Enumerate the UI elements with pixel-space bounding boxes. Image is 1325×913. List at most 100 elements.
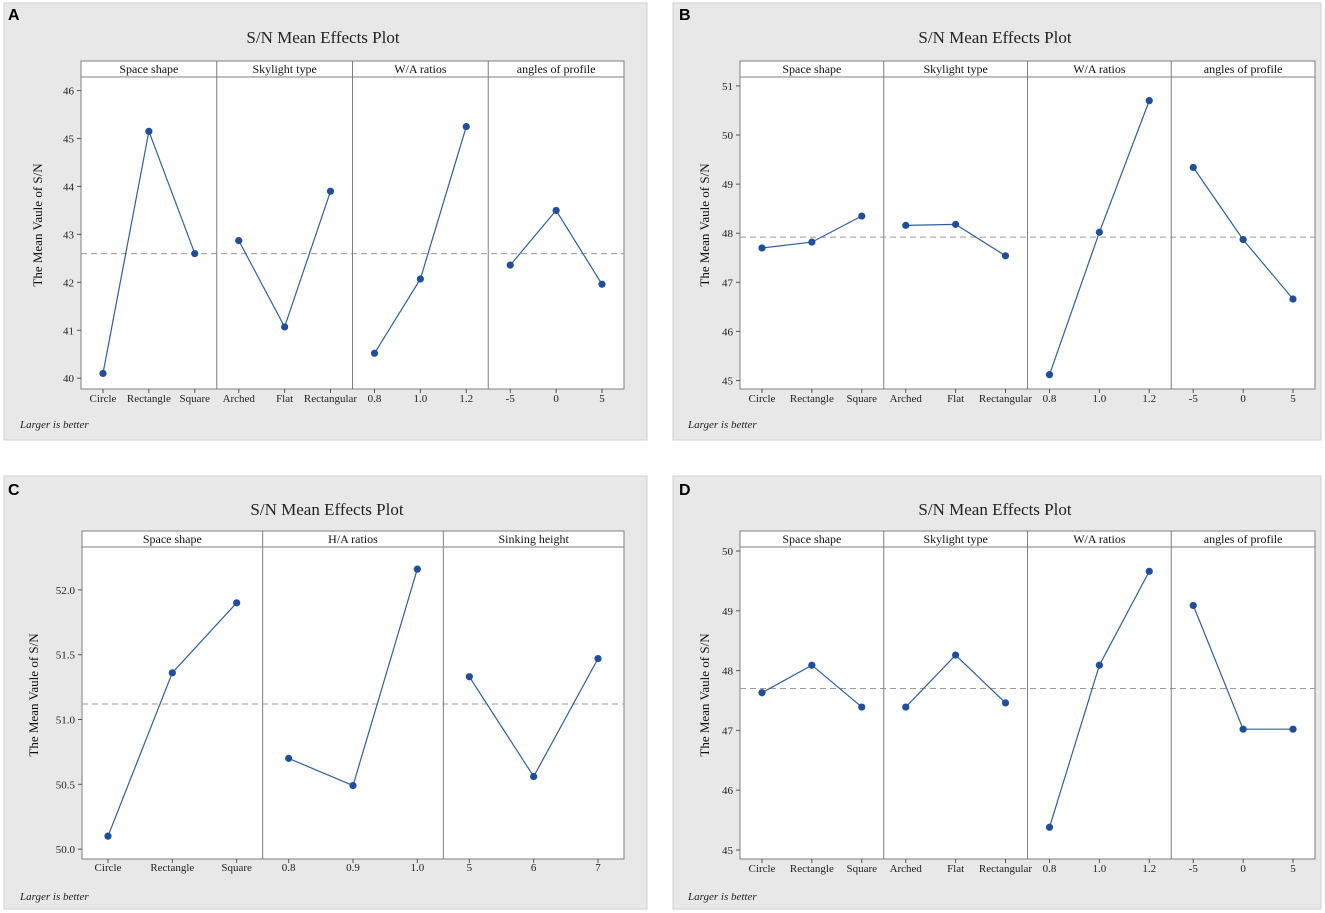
x-tick-label: Square xyxy=(846,393,877,405)
data-point xyxy=(1095,661,1103,669)
panel-label: B xyxy=(679,7,691,24)
data-point xyxy=(1045,823,1054,831)
y-axis-label: The Mean Vaule of S/N xyxy=(26,633,41,757)
facet-title: Space shape xyxy=(143,532,202,546)
y-tick-label: 48 xyxy=(722,666,734,678)
footnote: Larger is better xyxy=(19,419,89,431)
data-point xyxy=(349,782,357,790)
x-tick-label: Circle xyxy=(749,863,776,875)
x-tick-label: 5 xyxy=(599,393,605,405)
x-tick-label: -5 xyxy=(506,393,516,405)
facet-title: Space shape xyxy=(782,532,841,546)
facet-title: H/A ratios xyxy=(328,532,378,546)
facet-title: W/A ratios xyxy=(1073,62,1126,76)
x-tick-label: 6 xyxy=(531,862,537,874)
chart-title: S/N Mean Effects Plot xyxy=(918,500,1071,519)
y-tick-label: 42 xyxy=(63,277,74,289)
y-axis-label: The Mean Vaule of S/N xyxy=(30,163,45,287)
data-point xyxy=(594,654,602,663)
facet-title: Space shape xyxy=(782,62,841,76)
x-tick-label: -5 xyxy=(1189,863,1199,875)
data-point xyxy=(530,772,538,781)
data-point xyxy=(902,221,910,229)
facet-title: Skylight type xyxy=(252,62,316,76)
x-tick-label: Rectangle xyxy=(150,862,194,874)
facet-title: W/A ratios xyxy=(1073,532,1126,546)
data-point xyxy=(1239,236,1247,244)
data-point xyxy=(1239,725,1247,733)
data-point xyxy=(1189,163,1197,172)
x-tick-label: Rectangle xyxy=(127,393,171,405)
facet-title: angles of profile xyxy=(517,62,596,76)
panel-label: A xyxy=(8,7,20,24)
facet-title: W/A ratios xyxy=(394,62,447,76)
data-point xyxy=(416,275,424,283)
x-tick-label: 5 xyxy=(467,862,473,874)
facet-title: Sinking height xyxy=(498,532,569,546)
data-point xyxy=(1145,97,1153,105)
y-tick-label: 49 xyxy=(722,179,734,191)
y-tick-label: 43 xyxy=(63,229,75,241)
data-point xyxy=(1289,725,1297,733)
y-tick-label: 46 xyxy=(722,785,734,797)
y-tick-label: 46 xyxy=(722,326,734,338)
y-tick-label: 49 xyxy=(722,606,734,618)
data-point xyxy=(858,703,866,711)
data-point xyxy=(145,127,153,135)
x-tick-label: 1.2 xyxy=(459,393,473,405)
y-tick-label: 41 xyxy=(63,325,74,337)
y-tick-label: 52.0 xyxy=(56,585,76,597)
data-point xyxy=(552,206,560,215)
x-tick-label: Circle xyxy=(749,393,776,405)
data-point xyxy=(465,673,473,681)
x-tick-label: Arched xyxy=(223,393,256,405)
x-tick-label: Square xyxy=(846,863,877,875)
panel-label: C xyxy=(8,482,20,499)
x-tick-label: 1.0 xyxy=(1093,393,1107,405)
y-tick-label: 45 xyxy=(63,134,75,146)
facet-title: angles of profile xyxy=(1204,62,1283,76)
x-tick-label: Arched xyxy=(890,863,923,875)
y-tick-label: 40 xyxy=(63,373,75,385)
data-point xyxy=(1145,567,1153,575)
data-point xyxy=(1001,699,1010,707)
facet-title: Skylight type xyxy=(923,62,987,76)
x-tick-label: Rectangular xyxy=(979,863,1032,875)
x-tick-label: Flat xyxy=(947,863,964,875)
x-tick-label: 0.9 xyxy=(346,862,360,874)
panel-c: CS/N Mean Effects Plot50.050.551.051.552… xyxy=(3,475,648,910)
chart-title: S/N Mean Effects Plot xyxy=(918,28,1071,47)
footnote: Larger is better xyxy=(687,891,757,903)
x-tick-label: 1.0 xyxy=(410,862,424,874)
data-point xyxy=(758,689,766,697)
x-tick-label: Rectangle xyxy=(790,393,834,405)
data-point xyxy=(1289,295,1297,303)
y-tick-label: 50 xyxy=(722,130,734,142)
x-tick-label: 0.8 xyxy=(1043,393,1057,405)
y-tick-label: 51 xyxy=(722,81,733,93)
data-point xyxy=(281,323,289,331)
data-point xyxy=(168,669,176,677)
x-tick-label: Arched xyxy=(890,393,923,405)
data-point xyxy=(952,651,960,659)
x-tick-label: Square xyxy=(179,393,210,405)
y-tick-label: 48 xyxy=(722,228,734,240)
data-point xyxy=(758,244,766,252)
data-point xyxy=(413,565,421,573)
footnote: Larger is better xyxy=(19,891,89,903)
panel-b: BS/N Mean Effects Plot45464748495051The … xyxy=(672,2,1322,441)
y-tick-label: 45 xyxy=(722,845,734,857)
data-point xyxy=(808,661,816,669)
data-point xyxy=(99,369,107,378)
y-tick-label: 51.0 xyxy=(56,714,76,726)
chart-title: S/N Mean Effects Plot xyxy=(246,28,399,47)
x-tick-label: 0 xyxy=(1240,863,1246,875)
y-tick-label: 51.5 xyxy=(56,650,76,662)
x-tick-label: 0 xyxy=(553,393,559,405)
data-point xyxy=(326,187,335,195)
data-point xyxy=(506,261,514,269)
x-tick-label: 0.8 xyxy=(1043,863,1057,875)
data-point xyxy=(1045,371,1054,379)
